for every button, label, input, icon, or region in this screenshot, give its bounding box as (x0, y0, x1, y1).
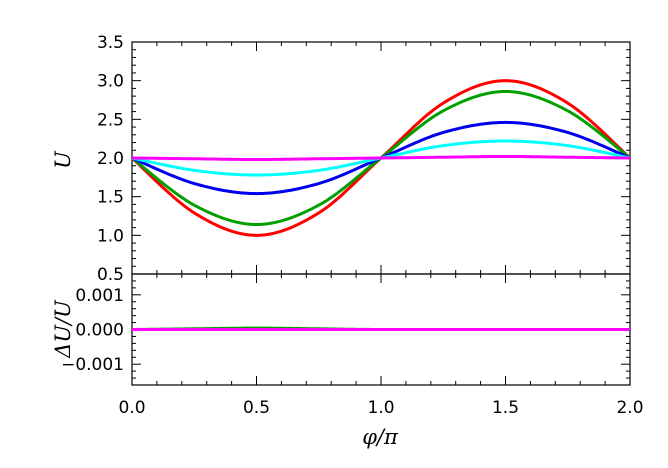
y-tick-label: 1.0 (97, 226, 124, 246)
y-tick-label: −0.001 (61, 355, 124, 375)
x-tick-label: 2.0 (616, 398, 643, 418)
x-tick-label: 1.0 (367, 398, 394, 418)
y-tick-label: 3.5 (97, 33, 124, 53)
bottom-y-axis-title: ΔU/U (51, 299, 75, 359)
top-y-axis-title: U (51, 150, 75, 169)
y-tick-label: 0.001 (75, 286, 124, 306)
x-tick-label: 0.0 (118, 398, 145, 418)
y-tick-label: 1.5 (97, 188, 124, 208)
y-tick-label: 2.5 (97, 110, 124, 130)
y-tick-label: 0.5 (97, 265, 124, 285)
x-axis-title: φ/π (362, 425, 399, 449)
top-panel: 0.5 1.0 1.5 2.0 2.5 3.0 3.5 (97, 33, 632, 285)
x-tick-label: 0.5 (243, 398, 270, 418)
series-line-4 (131, 154, 631, 162)
bottom-panel: 0.0 0.5 1.0 1.5 2.0 −0.001 0.000 0.001 (61, 273, 644, 418)
y-tick-label: 2.0 (97, 149, 124, 169)
y-tick-label: 3.0 (97, 72, 124, 92)
x-tick-label: 1.5 (492, 398, 519, 418)
y-tick-label: 0.000 (75, 321, 124, 341)
